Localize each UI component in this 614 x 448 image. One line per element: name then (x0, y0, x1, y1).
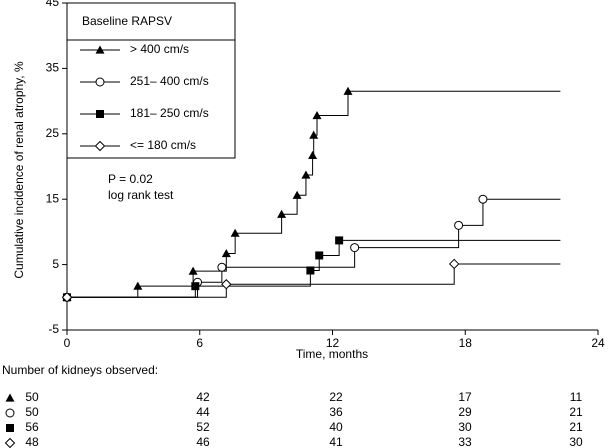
marker (95, 45, 105, 54)
marker (133, 281, 143, 290)
marker (315, 251, 324, 260)
marker (94, 140, 106, 152)
risk-count: 22 (329, 390, 343, 404)
risk-count: 56 (25, 420, 39, 434)
marker (454, 220, 464, 230)
marker (4, 437, 16, 448)
y-tick-label: -5 (48, 322, 59, 336)
marker (448, 258, 460, 270)
risk-count: 30 (569, 435, 583, 448)
marker (309, 130, 319, 139)
marker (478, 194, 488, 204)
marker (5, 393, 15, 402)
marker (335, 236, 344, 245)
x-tick-label: 24 (591, 336, 605, 350)
marker (95, 77, 105, 87)
risk-count: 48 (25, 435, 39, 448)
marker (96, 110, 104, 118)
risk-count: 44 (196, 405, 210, 419)
risk-count: 33 (458, 435, 472, 448)
risk-count: 52 (196, 420, 210, 434)
annotation: P = 0.02 (108, 172, 153, 186)
risk-count: 41 (329, 435, 343, 448)
marker (277, 209, 287, 218)
y-tick-label: 25 (46, 126, 60, 140)
marker (350, 243, 360, 253)
x-tick-label: 0 (64, 336, 71, 350)
risk-count: 50 (25, 405, 39, 419)
annotation: log rank test (108, 188, 174, 202)
km-line (67, 198, 561, 298)
risk-count: 50 (25, 390, 39, 404)
marker (188, 266, 198, 275)
x-tick-label: 6 (196, 336, 203, 350)
km-line (67, 263, 561, 298)
risk-count: 29 (458, 405, 472, 419)
risk-count: 21 (569, 420, 583, 434)
marker (306, 266, 315, 275)
marker (221, 279, 232, 290)
risk-table-title: Number of kidneys observed: (2, 363, 158, 377)
risk-count: 21 (569, 405, 583, 419)
km-line (67, 239, 561, 298)
marker (230, 228, 240, 237)
y-axis-label: Cumulative incidence of renal atrophy, % (12, 61, 26, 279)
x-tick-label: 12 (326, 336, 340, 350)
x-tick-label: 18 (459, 336, 473, 350)
legend-label: 181– 250 cm/s (130, 106, 209, 120)
legend-label: > 400 cm/s (130, 42, 189, 56)
legend-title: Baseline RAPSV (82, 14, 172, 28)
legend-box (66, 2, 236, 159)
risk-count: 46 (196, 435, 210, 448)
marker (221, 248, 231, 258)
legend-label: <= 180 cm/s (130, 138, 196, 152)
marker (6, 424, 14, 432)
marker (5, 408, 15, 418)
marker (308, 150, 318, 159)
marker (61, 292, 73, 303)
risk-count: 30 (458, 420, 472, 434)
marker (217, 262, 227, 272)
risk-count: 42 (196, 390, 210, 404)
legend-label: 251– 400 cm/s (130, 74, 209, 88)
marker (191, 282, 200, 291)
marker (343, 86, 353, 95)
x-axis-label: Time, months (296, 347, 368, 361)
y-tick-label: 45 (46, 0, 60, 9)
marker (301, 170, 311, 179)
marker (292, 190, 302, 199)
risk-count: 17 (458, 390, 472, 404)
risk-count: 40 (329, 420, 343, 434)
marker (312, 110, 322, 120)
risk-count: 11 (570, 390, 583, 404)
y-tick-label: 35 (46, 61, 60, 75)
y-tick-label: 15 (46, 191, 60, 205)
risk-count: 36 (329, 405, 343, 419)
y-tick-label: 5 (52, 257, 59, 271)
